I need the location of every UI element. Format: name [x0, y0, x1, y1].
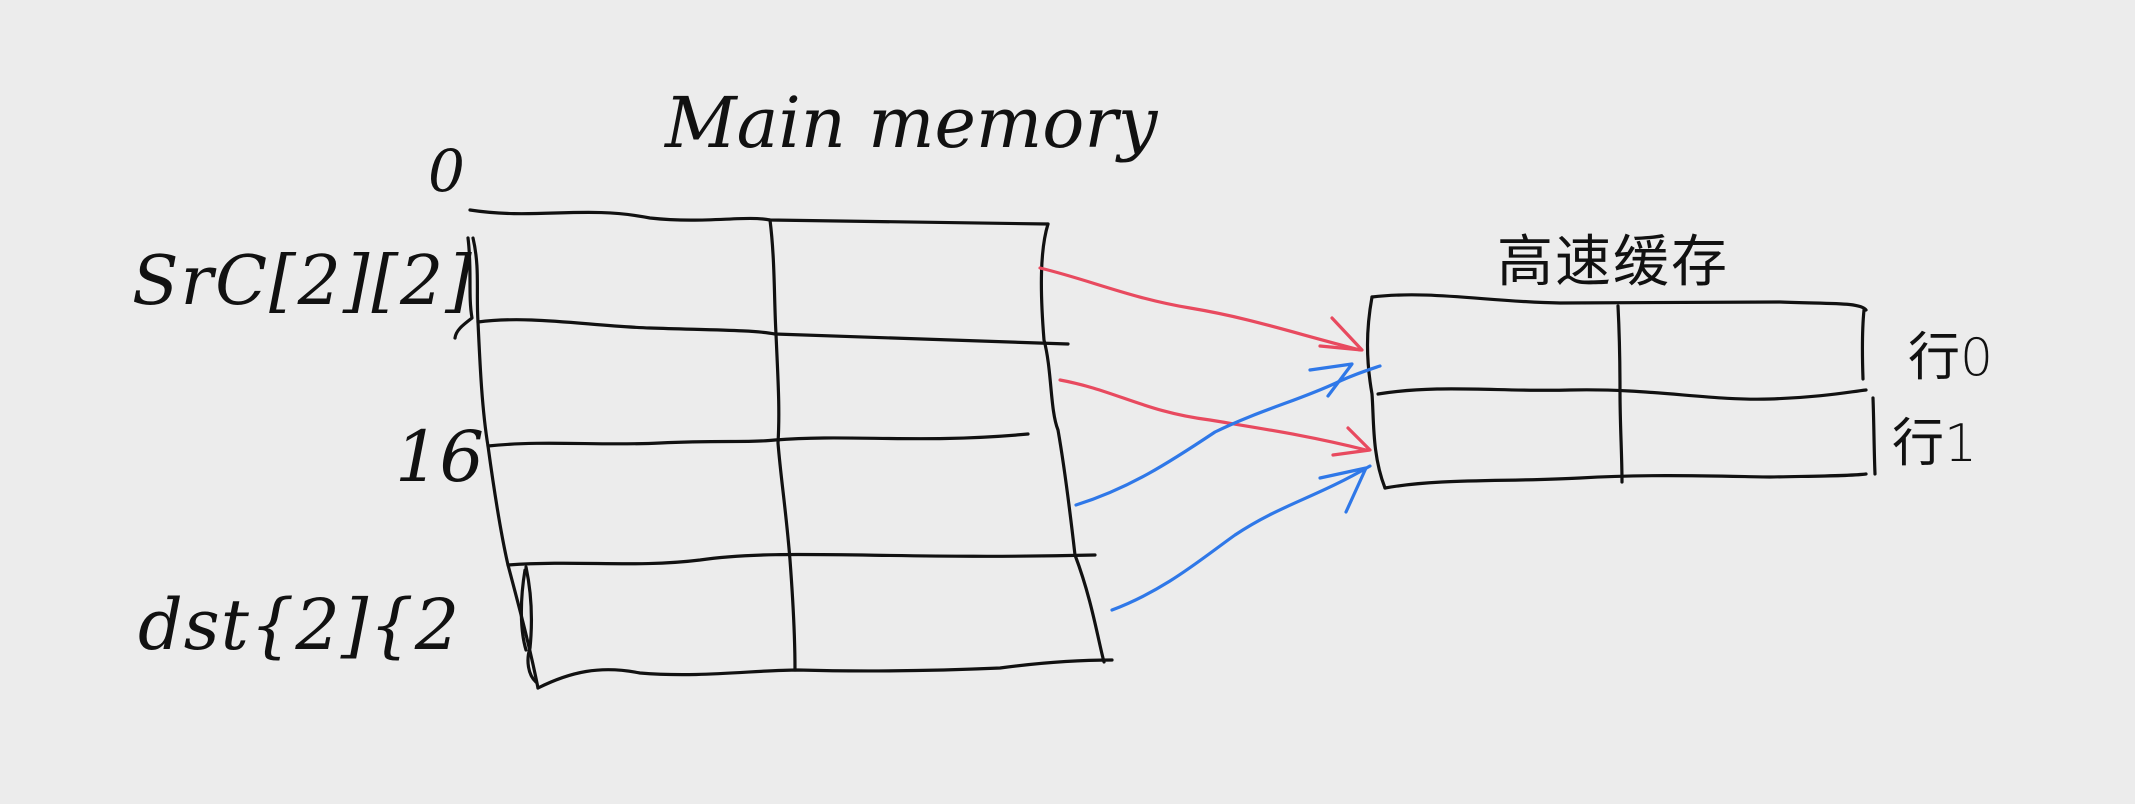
memory-right-border — [1039, 222, 1106, 664]
dst-array-label: dst{2]{2 — [138, 584, 461, 666]
cache-grid — [1365, 293, 1877, 490]
blue-arrows — [1074, 362, 1382, 612]
src-bracket-line — [453, 236, 474, 340]
src-row-arrow-0 — [1038, 266, 1362, 352]
address-zero-label: 0 — [428, 137, 465, 205]
cache-column-divider — [1616, 304, 1624, 484]
dst-row-arrow-1 — [1110, 464, 1372, 612]
memory-row-divider-2 — [486, 432, 1030, 448]
dst-row-arrow-0-head — [1308, 362, 1354, 398]
memory-row-divider-1 — [476, 318, 1070, 346]
cache-title: 高速缓存 — [1497, 230, 1729, 295]
src-bracket — [453, 236, 474, 340]
cache-row-1-label: 行1 — [1892, 414, 1978, 474]
address-sixteen-label: 16 — [395, 416, 485, 498]
dst-bracket-line — [524, 565, 538, 684]
memory-row-divider-3 — [506, 552, 1097, 567]
cache-bottom-border — [1383, 472, 1868, 490]
cache-row-divider — [1376, 387, 1868, 401]
memory-top-border — [468, 208, 1050, 226]
main-memory-title: Main memory — [665, 82, 1158, 164]
dst-bracket — [519, 565, 538, 684]
memory-column-divider — [768, 218, 797, 672]
dst-row-arrow-0 — [1074, 364, 1382, 507]
cache-row-0-label: 行0 — [1908, 328, 1994, 388]
dst-row-arrow-1-head — [1318, 466, 1368, 514]
src-row-arrow-1 — [1058, 378, 1368, 452]
cache-left-border — [1365, 295, 1387, 490]
cache-right-border — [1860, 308, 1877, 476]
cache-top-border — [1370, 293, 1868, 312]
src-row-arrow-0-head — [1318, 316, 1364, 352]
memory-bottom-border — [536, 658, 1114, 690]
main-memory-grid — [468, 208, 1114, 690]
src-array-label: SrC[2][2] — [132, 242, 474, 321]
red-arrows — [1038, 266, 1372, 457]
dst-bracket-tail — [519, 568, 528, 652]
src-row-arrow-1-head — [1331, 426, 1372, 457]
